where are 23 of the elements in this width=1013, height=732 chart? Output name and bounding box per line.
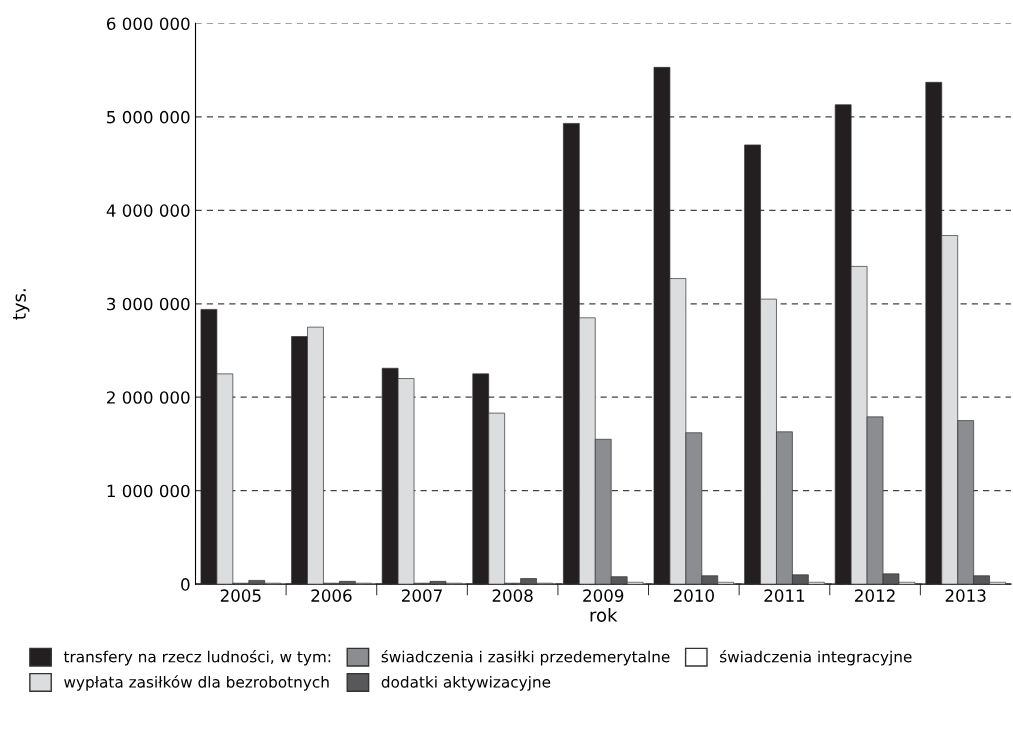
x-tick-label: 2007 xyxy=(402,589,442,602)
legend-label: wypłata zasiłków dla bezrobotnych xyxy=(64,675,329,691)
y-tick-label: 0 xyxy=(181,578,190,591)
x-tick-label: 2006 xyxy=(311,589,352,602)
legend-label: świadczenia integracyjne xyxy=(720,650,912,666)
y-tick-label: 6 000 000 xyxy=(106,17,190,30)
x-tick-label: 2005 xyxy=(220,589,261,602)
x-tick-label: 2013 xyxy=(945,589,986,602)
legend-label: świadczenia i zasiłki przedemerytalne xyxy=(381,650,670,666)
x-tick-label: 2010 xyxy=(673,589,714,602)
x-tick-label: 2012 xyxy=(855,589,895,602)
y-tick-label: 4 000 000 xyxy=(106,204,190,217)
y-axis-title: tys. xyxy=(13,289,30,320)
y-tick-label: 5 000 000 xyxy=(107,110,190,124)
legend-label: dodatki aktywizacyjne xyxy=(381,675,551,691)
x-tick-label: 2009 xyxy=(583,589,624,602)
x-axis-title: rok xyxy=(590,607,618,622)
y-tick-label: 1 000 000 xyxy=(107,484,190,498)
y-tick-label: 2 000 000 xyxy=(107,391,190,404)
x-tick-label: 2008 xyxy=(492,589,533,602)
x-tick-label: 2011 xyxy=(764,589,805,602)
legend-label: transfery na rzecz ludności, w tym: xyxy=(63,650,331,666)
y-tick-label: 3 000 000 xyxy=(107,297,190,311)
